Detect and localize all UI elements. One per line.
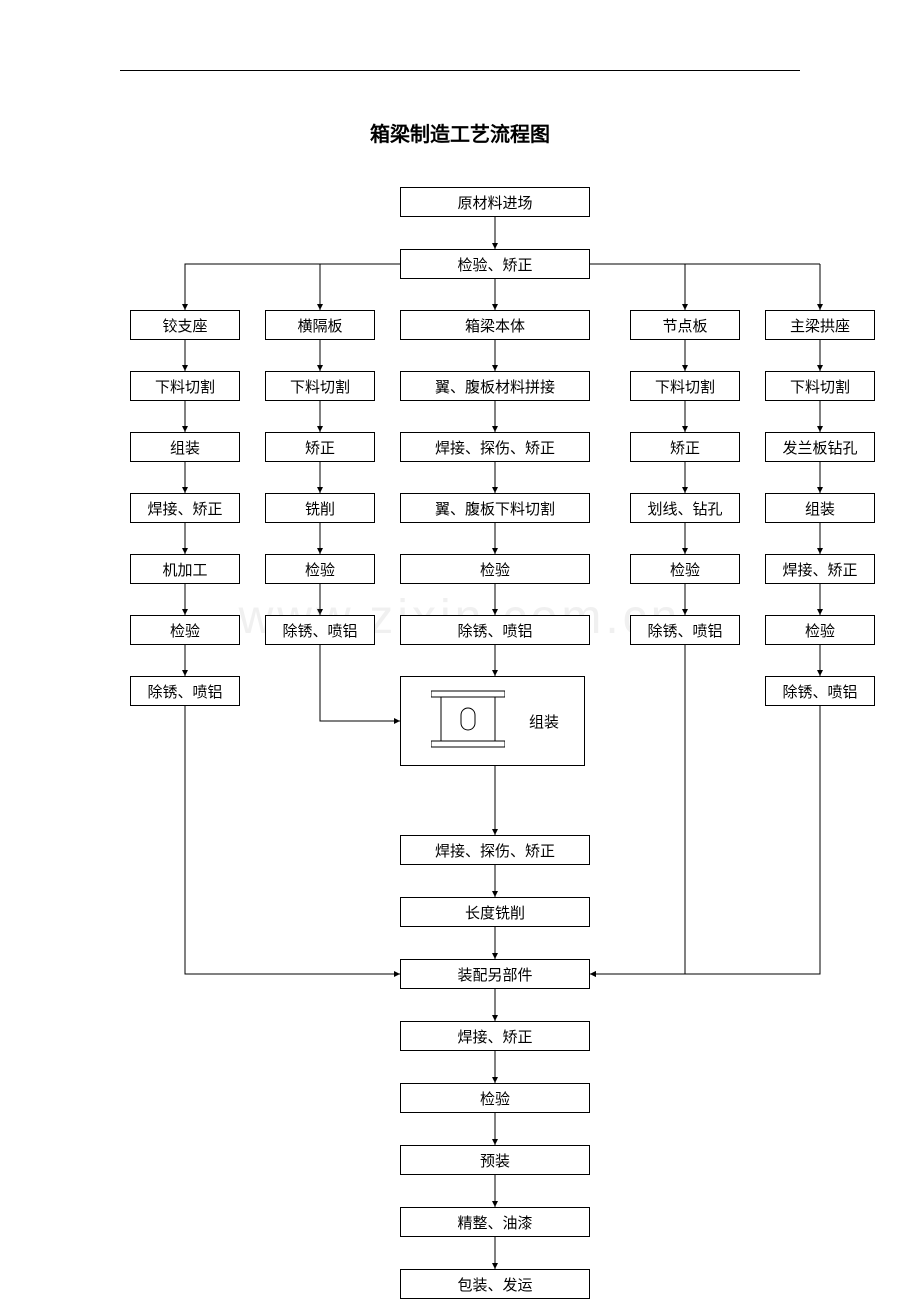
node-label: 焊接、矫正 bbox=[457, 1026, 532, 1047]
node-c1_5: 检验 bbox=[130, 615, 240, 645]
node-c3_8: 长度铣削 bbox=[400, 897, 590, 927]
node-label: 检验 bbox=[170, 620, 200, 641]
node-label: 组装 bbox=[170, 437, 200, 458]
node-label: 长度铣削 bbox=[465, 902, 525, 923]
node-c3_1: 翼、腹板材料拼接 bbox=[400, 371, 590, 401]
node-label: 装配另部件 bbox=[457, 964, 532, 985]
node-c3_9: 装配另部件 bbox=[400, 959, 590, 989]
node-c5_0: 主梁拱座 bbox=[765, 310, 875, 340]
node-label: 箱梁本体 bbox=[465, 315, 525, 336]
node-c2_3: 铣削 bbox=[265, 493, 375, 523]
node-label: 机加工 bbox=[162, 559, 207, 580]
node-c1_1: 下料切割 bbox=[130, 371, 240, 401]
node-c4_3: 划线、钻孔 bbox=[630, 493, 740, 523]
node-c2_2: 矫正 bbox=[265, 432, 375, 462]
node-c4_5: 除锈、喷铝 bbox=[630, 615, 740, 645]
node-label: 预装 bbox=[480, 1150, 510, 1171]
node-label: 翼、腹板材料拼接 bbox=[435, 376, 555, 397]
node-c1_0: 铰支座 bbox=[130, 310, 240, 340]
node-c1_2: 组装 bbox=[130, 432, 240, 462]
node-c4_1: 下料切割 bbox=[630, 371, 740, 401]
node-c3_6: 组装 bbox=[400, 676, 585, 766]
node-label: 划线、钻孔 bbox=[647, 498, 722, 519]
node-label: 主梁拱座 bbox=[790, 315, 850, 336]
node-label: 焊接、探伤、矫正 bbox=[435, 437, 555, 458]
node-label: 节点板 bbox=[662, 315, 707, 336]
node-c3_7: 焊接、探伤、矫正 bbox=[400, 835, 590, 865]
horizontal-rule bbox=[120, 70, 800, 71]
node-c3_0: 箱梁本体 bbox=[400, 310, 590, 340]
page-title: 箱梁制造工艺流程图 bbox=[0, 118, 920, 147]
node-c3_11: 检验 bbox=[400, 1083, 590, 1113]
node-c3_5: 除锈、喷铝 bbox=[400, 615, 590, 645]
node-n_insp: 检验、矫正 bbox=[400, 249, 590, 279]
node-label: 发兰板钻孔 bbox=[782, 437, 857, 458]
node-label: 翼、腹板下料切割 bbox=[435, 498, 555, 519]
node-label: 组装 bbox=[805, 498, 835, 519]
node-n_raw: 原材料进场 bbox=[400, 187, 590, 217]
node-c5_6: 除锈、喷铝 bbox=[765, 676, 875, 706]
node-c3_4: 检验 bbox=[400, 554, 590, 584]
node-label: 除锈、喷铝 bbox=[647, 620, 722, 641]
assembly-icon bbox=[431, 688, 505, 755]
node-label: 铣削 bbox=[305, 498, 335, 519]
node-label: 下料切割 bbox=[790, 376, 850, 397]
node-label: 横隔板 bbox=[297, 315, 342, 336]
node-c1_3: 焊接、矫正 bbox=[130, 493, 240, 523]
node-label: 原材料进场 bbox=[457, 192, 532, 213]
node-c3_14: 包装、发运 bbox=[400, 1269, 590, 1299]
node-c4_2: 矫正 bbox=[630, 432, 740, 462]
node-label: 检验 bbox=[480, 559, 510, 580]
node-label: 精整、油漆 bbox=[457, 1212, 532, 1233]
node-c5_2: 发兰板钻孔 bbox=[765, 432, 875, 462]
node-c3_13: 精整、油漆 bbox=[400, 1207, 590, 1237]
node-c4_0: 节点板 bbox=[630, 310, 740, 340]
node-c4_4: 检验 bbox=[630, 554, 740, 584]
node-label: 检验 bbox=[805, 620, 835, 641]
node-c2_1: 下料切割 bbox=[265, 371, 375, 401]
node-c5_1: 下料切割 bbox=[765, 371, 875, 401]
node-label: 焊接、矫正 bbox=[147, 498, 222, 519]
node-label: 除锈、喷铝 bbox=[147, 681, 222, 702]
node-label: 除锈、喷铝 bbox=[282, 620, 357, 641]
node-c2_5: 除锈、喷铝 bbox=[265, 615, 375, 645]
node-c5_4: 焊接、矫正 bbox=[765, 554, 875, 584]
node-c3_2: 焊接、探伤、矫正 bbox=[400, 432, 590, 462]
node-label: 检验 bbox=[305, 559, 335, 580]
node-label: 除锈、喷铝 bbox=[782, 681, 857, 702]
node-label: 除锈、喷铝 bbox=[457, 620, 532, 641]
node-c2_4: 检验 bbox=[265, 554, 375, 584]
node-label: 铰支座 bbox=[162, 315, 207, 336]
node-c3_10: 焊接、矫正 bbox=[400, 1021, 590, 1051]
node-c1_4: 机加工 bbox=[130, 554, 240, 584]
node-label: 检验 bbox=[480, 1088, 510, 1109]
node-label: 包装、发运 bbox=[457, 1274, 532, 1295]
node-label: 矫正 bbox=[670, 437, 700, 458]
node-c1_6: 除锈、喷铝 bbox=[130, 676, 240, 706]
flowchart-page: 箱梁制造工艺流程图 www.zixin.com.cn 原材料进场检验、矫正铰支座… bbox=[0, 0, 920, 1302]
node-label: 检验、矫正 bbox=[457, 254, 532, 275]
node-label: 下料切割 bbox=[655, 376, 715, 397]
node-c3_3: 翼、腹板下料切割 bbox=[400, 493, 590, 523]
node-label: 下料切割 bbox=[155, 376, 215, 397]
node-c2_0: 横隔板 bbox=[265, 310, 375, 340]
node-label: 焊接、探伤、矫正 bbox=[435, 840, 555, 861]
node-c5_3: 组装 bbox=[765, 493, 875, 523]
node-label: 检验 bbox=[670, 559, 700, 580]
node-label: 焊接、矫正 bbox=[782, 559, 857, 580]
node-label: 组装 bbox=[529, 711, 559, 732]
node-label: 下料切割 bbox=[290, 376, 350, 397]
node-label: 矫正 bbox=[305, 437, 335, 458]
node-c5_5: 检验 bbox=[765, 615, 875, 645]
node-c3_12: 预装 bbox=[400, 1145, 590, 1175]
